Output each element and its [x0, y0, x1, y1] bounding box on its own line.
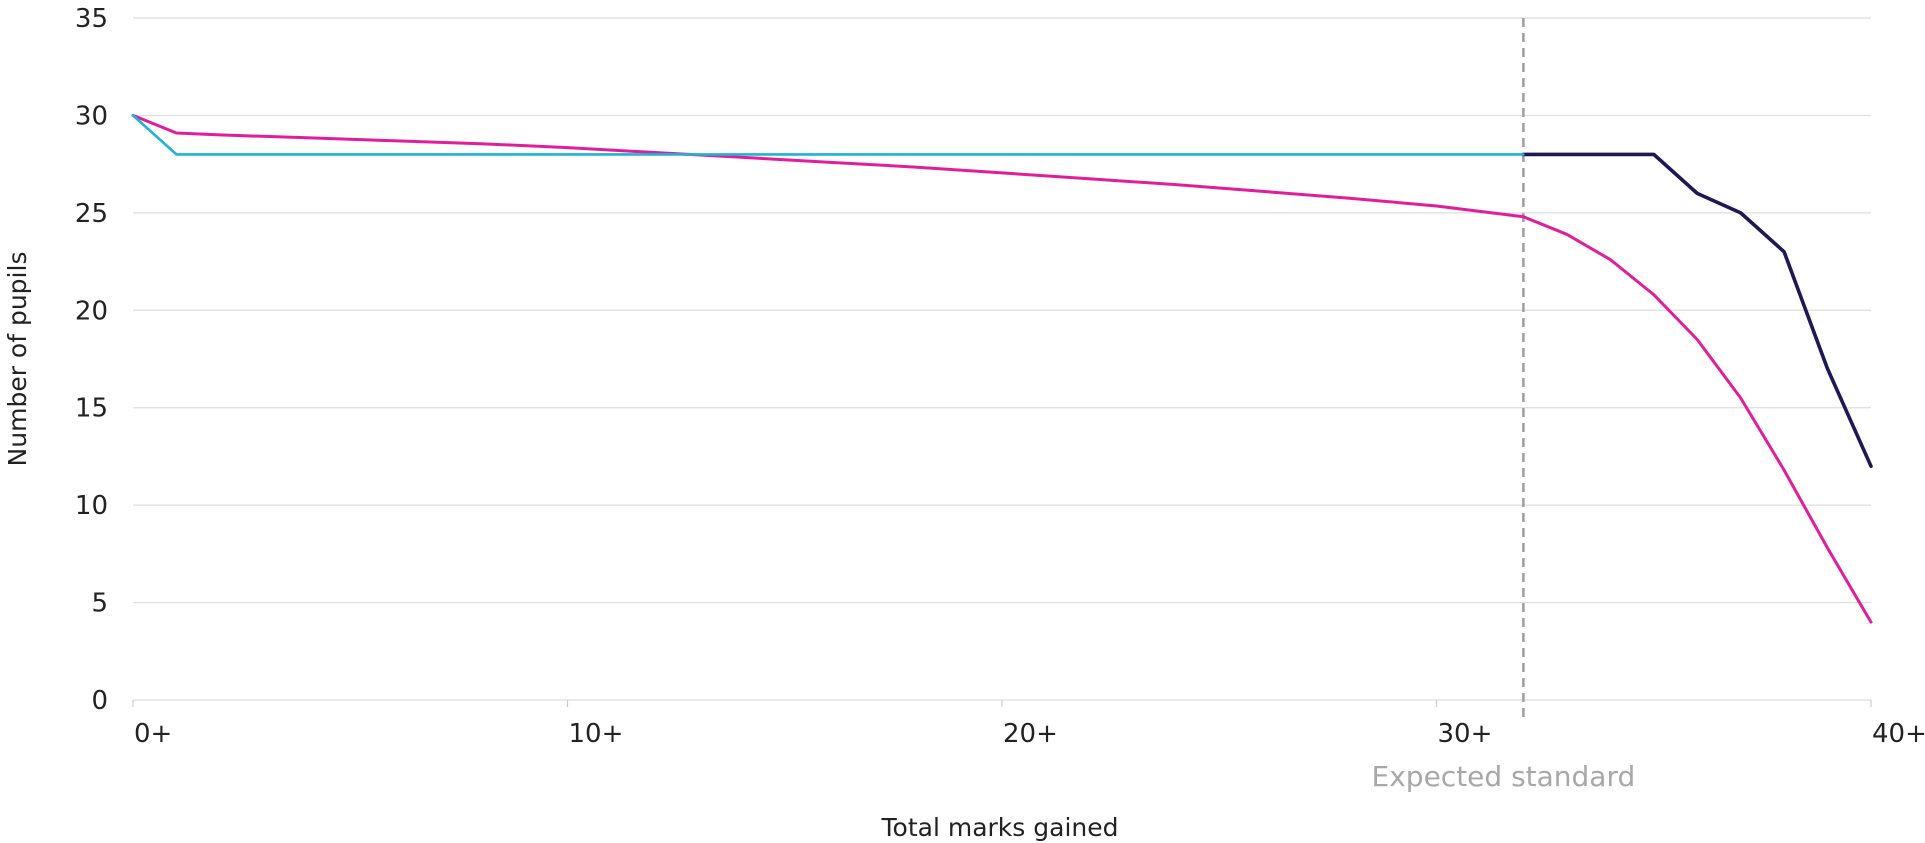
series-line-3 — [131, 114, 1525, 156]
y-tick-label: 35 — [75, 4, 108, 34]
x-axis-ticks: 0+ 10+ 20+ 30+ 40+ — [132, 700, 1925, 749]
y-tick-label: 15 — [75, 394, 108, 424]
x-tick-label: 0+ — [134, 719, 172, 749]
y-tick-label: 10 — [75, 491, 108, 521]
x-axis-title: Total marks gained — [881, 813, 1119, 842]
y-axis-title: Number of pupils — [3, 252, 32, 467]
x-tick-label: 40+ — [1872, 719, 1925, 749]
x-tick-label: 20+ — [1003, 719, 1058, 749]
y-tick-label: 0 — [91, 686, 108, 716]
series-lines — [131, 113, 1873, 624]
gridlines — [133, 17, 1871, 701]
expected-standard-marker: Expected standard — [1372, 18, 1636, 793]
y-tick-label: 30 — [75, 101, 108, 131]
x-tick-label: 30+ — [1438, 719, 1493, 749]
series-line-2 — [1521, 152, 1873, 469]
y-tick-label: 20 — [75, 296, 108, 326]
expected-standard-label: Expected standard — [1372, 760, 1636, 793]
series-line-1 — [131, 113, 1873, 624]
y-axis-ticks: 0 5 10 15 20 25 30 35 — [75, 4, 108, 716]
x-tick-label: 10+ — [569, 719, 624, 749]
y-tick-label: 25 — [75, 199, 108, 229]
y-tick-label: 5 — [91, 589, 108, 619]
